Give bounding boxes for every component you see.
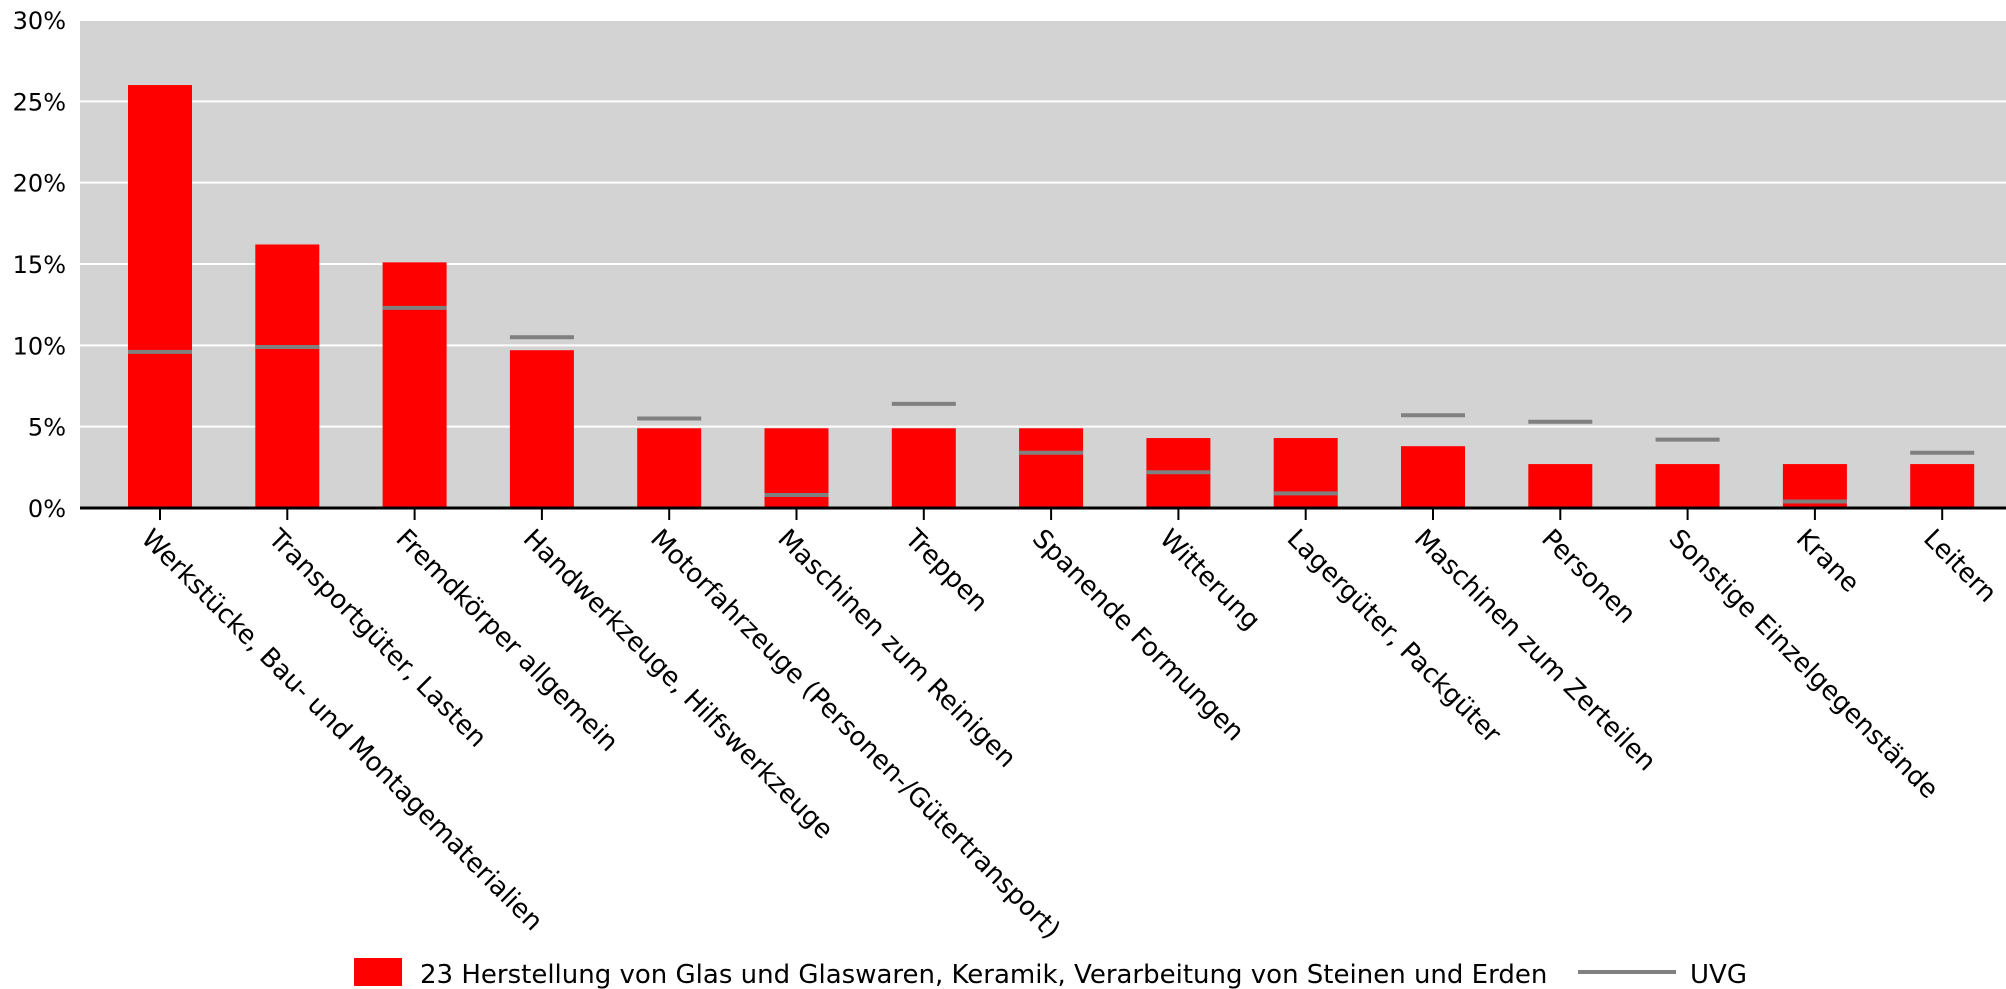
y-tick-label: 10% [13, 332, 66, 360]
legend: 23 Herstellung von Glas und Glaswaren, K… [354, 958, 1747, 989]
bar [509, 350, 574, 508]
x-tick-label: Personen [1535, 524, 1641, 630]
legend-label-bar: 23 Herstellung von Glas und Glaswaren, K… [420, 960, 1547, 989]
y-tick-label: 30% [13, 7, 66, 35]
x-tick-label: Maschinen zum Zerteilen [1408, 524, 1661, 777]
bar-series [128, 85, 1975, 509]
y-tick-label: 20% [13, 170, 66, 198]
y-axis-tick-labels: 0% 5% 10% 15% 20% 25% 30% [13, 7, 66, 523]
legend-label-marker: UVG [1690, 960, 1747, 989]
legend-swatch-bar [354, 958, 402, 986]
uvg-marker-series [128, 305, 1975, 504]
x-tick-label: Transportgüter, Lasten [262, 523, 493, 754]
bar [128, 85, 192, 509]
x-tick-label: Sonstige Einzelgegenstände [1663, 524, 1944, 805]
bar [1910, 464, 1975, 508]
x-axis-ticks [159, 508, 1944, 520]
x-tick-label: Krane [1790, 524, 1865, 599]
x-tick-label: Lagergüter, Packgüter [1281, 524, 1507, 750]
bar [891, 428, 956, 508]
x-tick-label: Treppen [898, 523, 993, 618]
bar [1655, 464, 1720, 508]
bar [1019, 428, 1084, 508]
bar [255, 244, 320, 509]
y-tick-label: 5% [28, 414, 66, 442]
x-axis-tick-labels: Werkstücke, Bau- und MontagematerialienT… [135, 523, 2002, 945]
bar [1401, 446, 1465, 508]
y-tick-label: 0% [28, 495, 66, 523]
bar [637, 428, 702, 508]
x-tick-label: Spanende Formungen [1026, 524, 1250, 748]
x-tick-label: Witterung [1153, 524, 1265, 636]
x-tick-label: Maschinen zum Reinigen [772, 524, 1022, 774]
bar [1273, 438, 1338, 508]
x-tick-label: Leitern [1917, 524, 2002, 609]
y-tick-label: 25% [13, 88, 66, 116]
x-tick-label: Fremdkörper allgemein [390, 524, 624, 758]
y-tick-label: 15% [13, 251, 66, 279]
bar [382, 262, 447, 508]
bar [1528, 464, 1593, 508]
